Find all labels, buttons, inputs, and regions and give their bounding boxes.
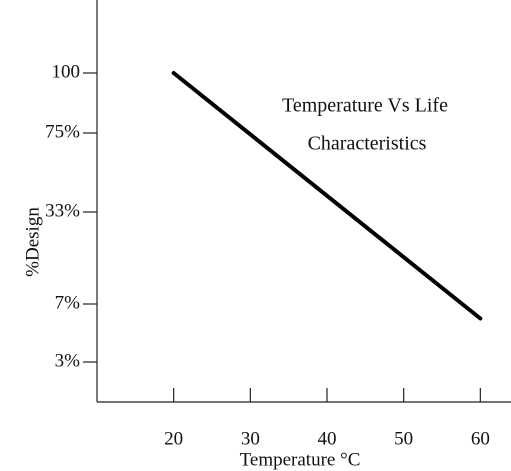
x-tick-label: 20 bbox=[164, 428, 183, 449]
y-tick-label: 75% bbox=[45, 121, 80, 142]
annotation: Temperature Vs Life bbox=[282, 95, 448, 117]
x-tick-label: 30 bbox=[241, 428, 260, 449]
x-tick-label: 60 bbox=[471, 428, 490, 449]
x-tick-label: 40 bbox=[318, 428, 337, 449]
x-tick-label: 50 bbox=[394, 428, 413, 449]
y-tick-label: 33% bbox=[45, 200, 80, 221]
chart: Temperature Vs Life Characteristics Temp… bbox=[0, 0, 511, 471]
annotation: Characteristics bbox=[308, 133, 427, 155]
y-tick-label: 100 bbox=[52, 61, 81, 82]
y-tick-label: 7% bbox=[55, 292, 81, 313]
y-axis-label: %Design bbox=[22, 207, 43, 277]
y-tick-label: 3% bbox=[55, 350, 81, 371]
x-axis-label: Temperature °C bbox=[240, 449, 361, 470]
